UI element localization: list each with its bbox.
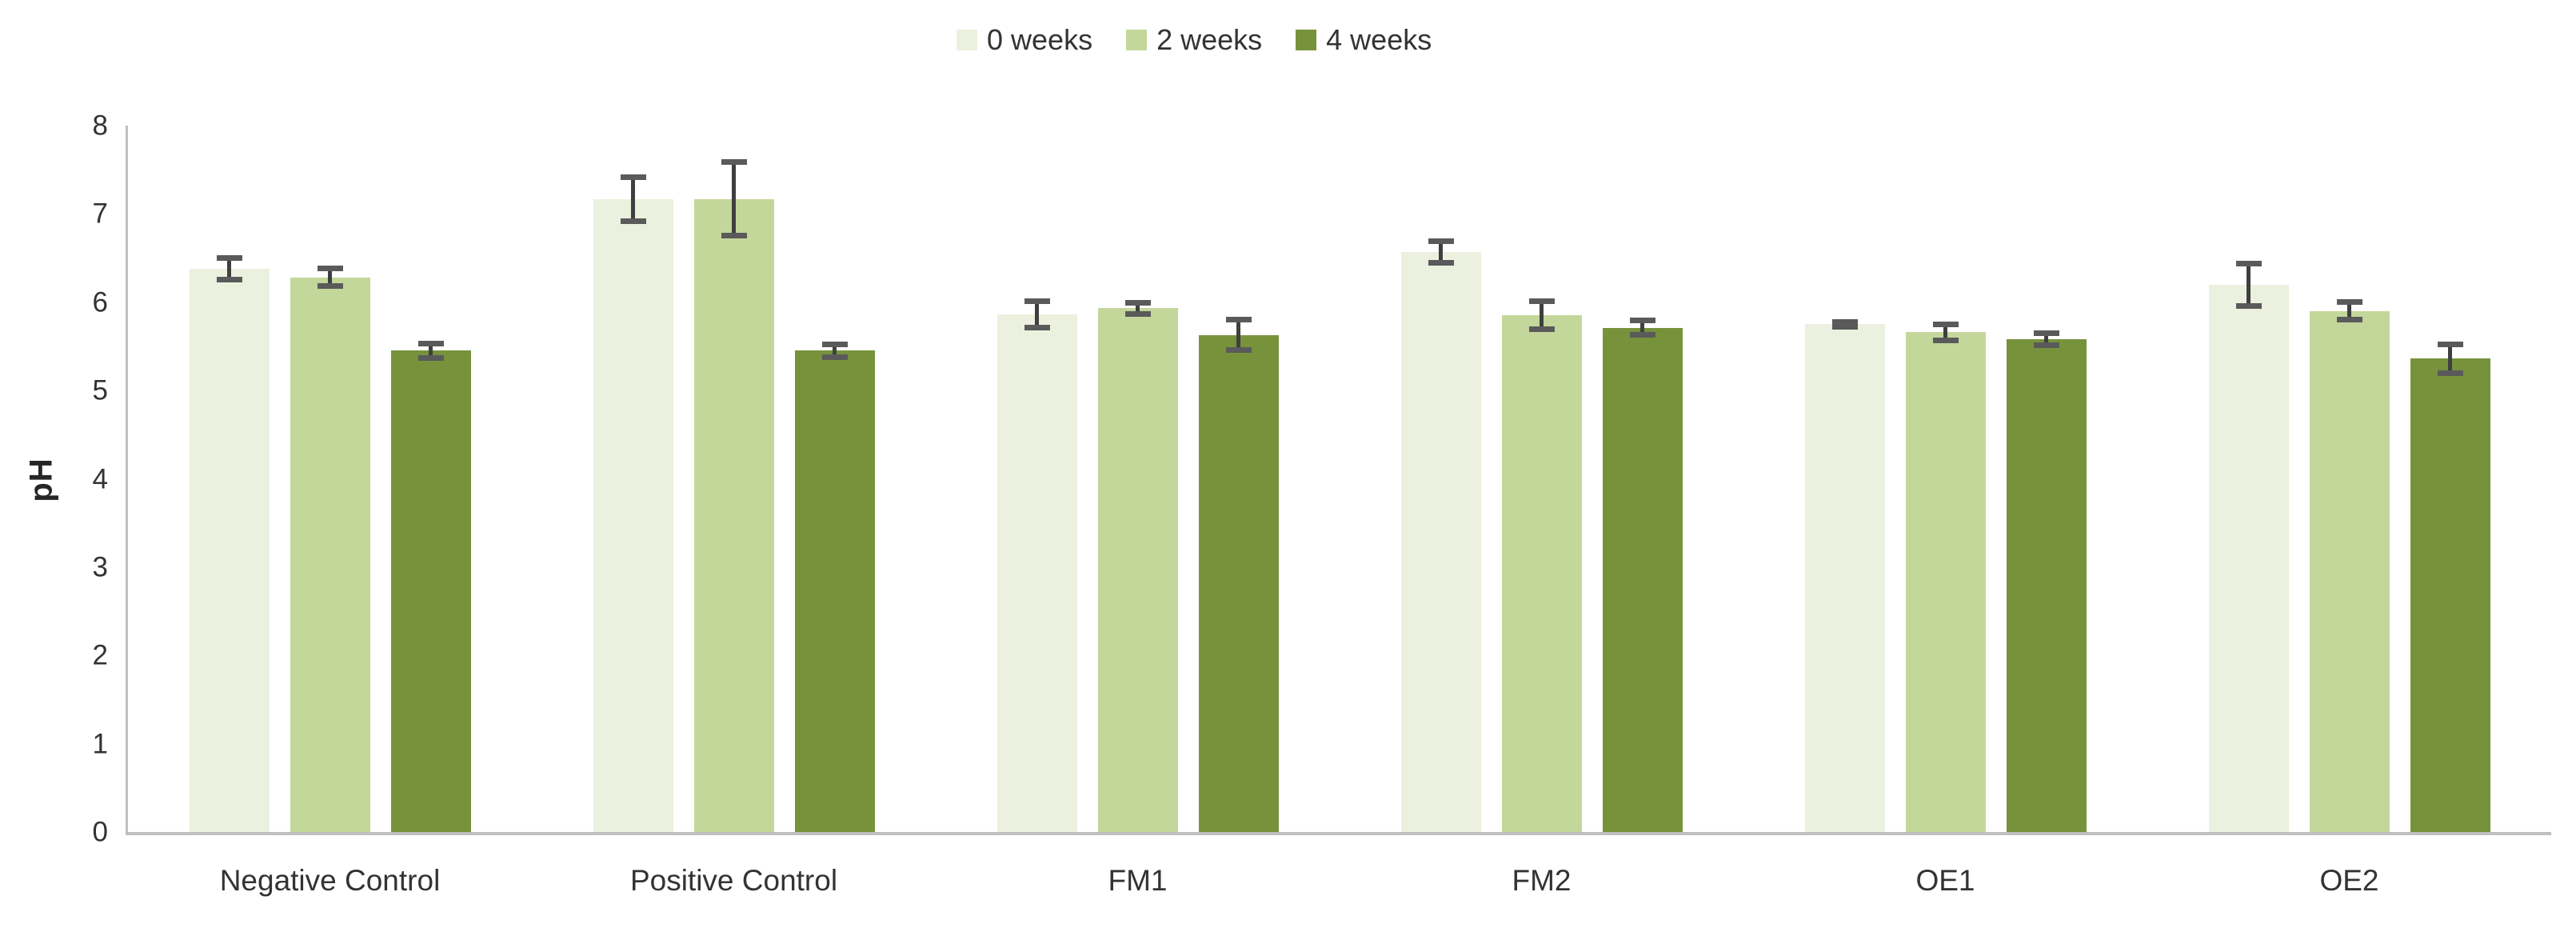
y-tick-label: 4: [92, 463, 108, 494]
bar: [794, 350, 875, 832]
error-bar-cap-bottom: [1428, 259, 1454, 266]
legend-swatch-2-weeks: [1126, 30, 1148, 50]
error-bar-cap-top: [1428, 238, 1454, 245]
y-tick-label: 7: [92, 198, 108, 230]
error-bar-cap-top: [1932, 321, 1959, 327]
error-bar-cap-bottom: [721, 233, 747, 239]
x-axis-label: FM1: [1108, 864, 1168, 897]
error-bar-cap-bottom: [1225, 346, 1252, 353]
error-bar-cap-bottom: [2235, 302, 2262, 309]
error-bar-line: [1640, 320, 1644, 335]
bar: [189, 268, 270, 832]
legend-item-4-weeks: 4 weeks: [1296, 26, 1432, 54]
error-bar-line: [1136, 302, 1140, 314]
error-bar-cap-bottom: [1024, 325, 1050, 331]
y-tick-label: 6: [92, 286, 108, 318]
error-bar-cap-bottom: [1629, 332, 1655, 338]
bar: [1097, 308, 1178, 832]
error-bar-line: [227, 258, 231, 280]
legend-swatch-4-weeks: [1296, 30, 1317, 50]
error-bar-line: [2347, 302, 2351, 320]
legend-item-2-weeks: 2 weeks: [1126, 26, 1262, 54]
error-bar-cap-top: [1528, 298, 1555, 305]
error-bar-line: [833, 344, 837, 358]
error-bar-cap-top: [216, 255, 242, 262]
bar: [1905, 332, 1986, 832]
error-bar-line: [2044, 333, 2048, 346]
bar: [390, 350, 471, 832]
y-tick-label: 2: [92, 639, 108, 671]
bar: [996, 314, 1077, 832]
error-bar-cap-top: [2033, 330, 2059, 336]
error-bar-cap-bottom: [417, 354, 444, 361]
error-bar-cap-top: [1124, 300, 1151, 306]
error-bar-line: [2448, 344, 2452, 374]
error-bar-line: [732, 162, 736, 236]
bar: [693, 198, 774, 832]
bar: [2309, 310, 2390, 832]
legend-label-2-weeks: 2 weeks: [1156, 23, 1263, 56]
bar: [1602, 327, 1683, 832]
error-bar-cap-bottom: [1124, 310, 1151, 317]
bar: [1804, 324, 1885, 832]
bar: [2410, 358, 2490, 832]
bar: [2006, 339, 2087, 832]
x-axis-label: Positive Control: [629, 864, 838, 897]
error-bar-line: [1236, 319, 1240, 350]
legend: 0 weeks 2 weeks 4 weeks: [957, 18, 1432, 62]
error-bar-cap-top: [2336, 299, 2362, 306]
error-bar-line: [1439, 241, 1443, 263]
error-bar-cap-top: [417, 341, 444, 347]
y-tick-label: 3: [92, 551, 108, 583]
error-bar-line: [1943, 324, 1947, 341]
bar: [1400, 251, 1481, 832]
error-bar-cap-top: [1024, 298, 1050, 305]
legend-label-0-weeks: 0 weeks: [987, 23, 1093, 56]
error-bar-line: [328, 268, 332, 286]
bar: [593, 198, 673, 832]
bar: [290, 277, 370, 832]
error-bar-cap-bottom: [620, 218, 646, 224]
error-bar-line: [631, 177, 635, 222]
y-tick-label: 1: [92, 728, 108, 760]
error-bar-line: [1035, 301, 1039, 328]
error-bar-cap-top: [2437, 342, 2463, 348]
bar: [1501, 315, 1582, 832]
error-bar-cap-top: [620, 174, 646, 180]
error-bar-line: [429, 343, 433, 358]
error-bar-cap-top: [2235, 260, 2262, 266]
error-bar-cap-bottom: [2437, 370, 2463, 376]
error-bar-cap-top: [1831, 318, 1858, 325]
error-bar-cap-top: [1225, 317, 1252, 323]
x-axis-label: Negative Control: [219, 864, 441, 897]
error-bar-line: [2247, 263, 2251, 306]
error-bar-cap-bottom: [216, 276, 242, 282]
error-bar-cap-bottom: [2336, 317, 2362, 323]
legend-label-4-weeks: 4 weeks: [1326, 23, 1432, 56]
x-axis-label: FM2: [1512, 864, 1572, 897]
bar: [1198, 334, 1279, 832]
error-bar-cap-bottom: [1831, 324, 1858, 330]
bar: [2208, 284, 2289, 832]
error-bar-cap-top: [721, 158, 747, 165]
y-tick-label: 5: [92, 374, 108, 406]
x-axis-label: OE1: [1915, 864, 1975, 897]
legend-item-0-weeks: 0 weeks: [957, 26, 1092, 54]
y-tick-label: 0: [92, 816, 108, 848]
error-bar-cap-bottom: [821, 354, 848, 360]
y-tick-label: 8: [92, 110, 108, 142]
x-axis-label: OE2: [2319, 864, 2379, 897]
error-bar-cap-bottom: [1932, 337, 1959, 343]
error-bar-cap-bottom: [1528, 326, 1555, 333]
error-bar-cap-bottom: [2033, 342, 2059, 349]
error-bar-cap-bottom: [317, 283, 343, 290]
error-bar-cap-top: [821, 342, 848, 348]
error-bar-line: [1540, 301, 1544, 330]
legend-swatch-0-weeks: [957, 30, 977, 50]
error-bar-cap-top: [1629, 318, 1655, 324]
y-axis-line: [126, 126, 128, 832]
x-axis-line: [126, 832, 2551, 835]
error-bar-cap-top: [317, 266, 343, 272]
